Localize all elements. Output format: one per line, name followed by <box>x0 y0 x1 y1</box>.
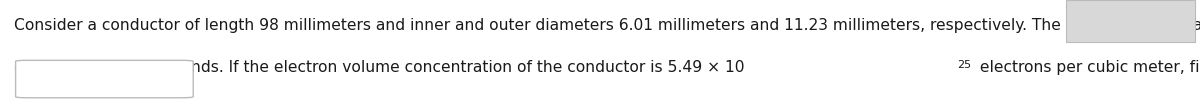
Text: 25: 25 <box>956 60 971 70</box>
FancyBboxPatch shape <box>16 60 193 98</box>
Text: conductor in 2.29 seconds. If the electron volume concentration of the conductor: conductor in 2.29 seconds. If the electr… <box>14 60 745 75</box>
FancyBboxPatch shape <box>1066 0 1195 42</box>
Text: Consider a conductor of length 98 millimeters and inner and outer diameters 6.01: Consider a conductor of length 98 millim… <box>14 18 1200 33</box>
Text: electrons per cubic meter, find the total current, in amperes, through the condu: electrons per cubic meter, find the tota… <box>976 60 1200 75</box>
